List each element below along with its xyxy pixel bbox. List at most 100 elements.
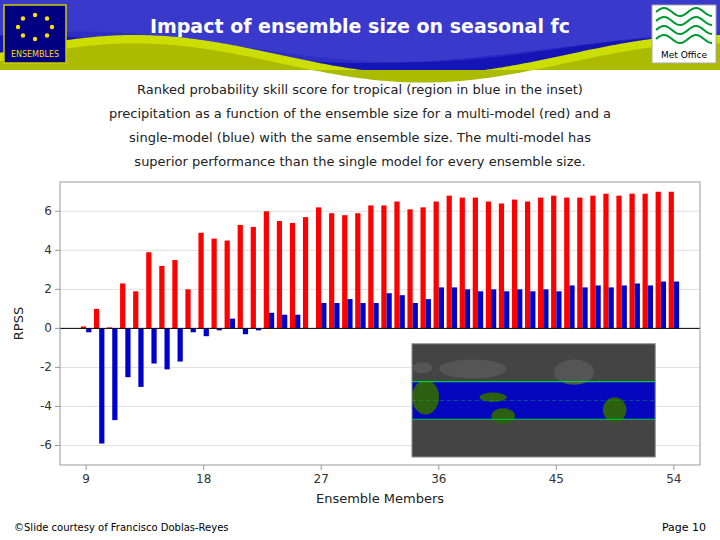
y-tick	[55, 211, 60, 212]
bar	[525, 202, 530, 329]
bar	[238, 225, 243, 328]
bar	[347, 299, 352, 328]
plot-frame	[60, 182, 700, 465]
bar	[373, 303, 378, 328]
bar	[439, 287, 444, 328]
bar	[172, 260, 177, 328]
x-tick-label: 9	[82, 472, 90, 486]
x-tick	[86, 465, 87, 470]
bar	[504, 291, 509, 328]
plot-background	[60, 182, 700, 465]
inset-frame	[412, 344, 655, 457]
bar	[251, 227, 256, 328]
bar	[400, 295, 405, 328]
plot	[60, 182, 700, 465]
y-tick-label: -6	[40, 438, 52, 452]
bar	[577, 198, 582, 329]
logo-box	[4, 5, 66, 63]
logo-text: Met Office	[661, 50, 707, 60]
y-tick	[55, 406, 60, 407]
bar	[478, 291, 483, 328]
bar	[112, 328, 117, 420]
logo-wave	[656, 17, 712, 25]
inset-land	[412, 380, 439, 415]
footer-left: ©Slide courtesy of Francisco Doblas-Reye…	[14, 522, 229, 533]
bar	[517, 289, 522, 328]
logo-text: ENSEMBLES	[11, 50, 59, 59]
y-tick	[55, 289, 60, 290]
bar	[198, 233, 203, 329]
bar	[491, 289, 496, 328]
subtitle-line: superior performance than the single mod…	[134, 154, 585, 169]
zero-line	[60, 328, 700, 329]
bar	[99, 328, 104, 443]
bar	[138, 328, 143, 387]
x-axis-label: Ensemble Members	[316, 491, 444, 506]
chart: Impact of ensemble size on seasonal fc EN…	[0, 0, 720, 540]
y-tick-label: 4	[44, 243, 52, 257]
bar	[295, 315, 300, 329]
logo-left: ENSEMBLES	[4, 5, 66, 63]
bar	[125, 328, 130, 377]
logo-wave	[656, 26, 712, 34]
bar	[512, 200, 517, 329]
y-axis-label: RPSS	[11, 307, 26, 340]
bar	[212, 239, 217, 329]
axes: 91827364554-6-4-20246Ensemble MembersRPS…	[11, 204, 682, 506]
bar	[460, 198, 465, 329]
bar	[282, 315, 287, 329]
bar	[264, 211, 269, 328]
inset-land	[603, 397, 627, 422]
bar	[499, 203, 504, 328]
inset-map	[412, 344, 655, 457]
bar	[556, 291, 561, 328]
bar	[159, 266, 164, 328]
bar	[230, 319, 235, 329]
bar	[596, 285, 601, 328]
inset-land	[554, 360, 595, 385]
bar	[426, 299, 431, 328]
page: {"chart_data": { "type": "bar", "title":…	[0, 0, 720, 540]
y-tick	[55, 328, 60, 329]
bar	[616, 196, 621, 329]
logo-star	[45, 33, 49, 37]
y-tick	[55, 367, 60, 368]
y-tick	[55, 445, 60, 446]
bar	[465, 289, 470, 328]
logo-star	[50, 25, 54, 29]
subtitle-line: Ranked probability skill score for tropi…	[137, 82, 583, 97]
inset-boundary	[412, 419, 655, 420]
y-tick-label: -2	[40, 360, 52, 374]
bar	[569, 285, 574, 328]
bar	[164, 328, 169, 369]
x-tick	[438, 465, 439, 470]
grid-line	[60, 328, 700, 329]
x-tick	[203, 465, 204, 470]
logo-star	[21, 16, 25, 20]
bar	[603, 194, 608, 329]
bar	[564, 198, 569, 329]
bar	[407, 209, 412, 328]
bar	[447, 196, 452, 329]
bar	[290, 223, 295, 328]
bar	[368, 205, 373, 328]
bar	[381, 205, 386, 328]
bar	[120, 283, 125, 328]
header: Impact of ensemble size on seasonal fc EN…	[0, 0, 720, 83]
x-tick	[556, 465, 557, 470]
bar	[635, 283, 640, 328]
footer: ©Slide courtesy of Francisco Doblas-Reye…	[14, 521, 706, 534]
y-tick	[55, 250, 60, 251]
inset-land	[491, 408, 515, 424]
inset-equator	[412, 400, 655, 401]
bar	[629, 194, 634, 329]
bar	[355, 213, 360, 328]
bar	[530, 291, 535, 328]
bar	[133, 291, 138, 328]
subtitle-line: precipitation as a function of the ensem…	[109, 106, 611, 121]
bar	[243, 328, 248, 334]
bar	[185, 289, 190, 328]
logo-wave	[656, 35, 712, 43]
title: Impact of ensemble size on seasonal fc	[150, 15, 570, 37]
bar	[434, 202, 439, 329]
